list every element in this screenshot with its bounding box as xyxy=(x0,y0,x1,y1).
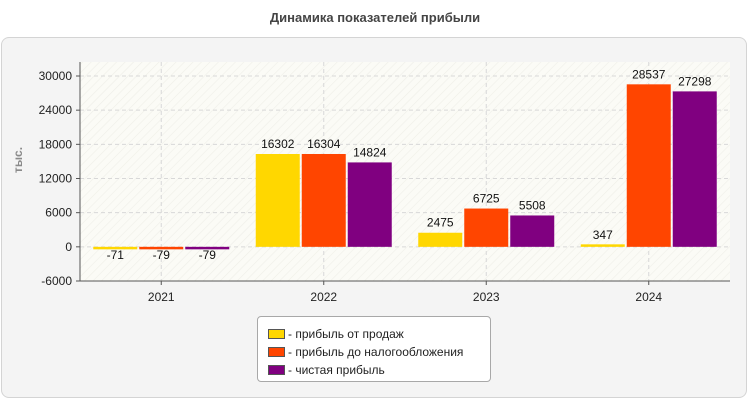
y-axis-label: тыс. xyxy=(11,147,25,173)
data-label: 6725 xyxy=(473,192,500,206)
y-tick-label: 30000 xyxy=(39,69,73,83)
data-label: -79 xyxy=(199,248,217,262)
legend-item-pretax-profit[interactable]: - прибыль до налогообложения xyxy=(268,343,490,361)
bar xyxy=(626,84,671,247)
data-label: 16304 xyxy=(307,137,341,151)
bar xyxy=(185,246,230,250)
bar xyxy=(580,244,625,247)
data-label: 14824 xyxy=(353,145,387,159)
x-tick-label: 2022 xyxy=(310,290,337,304)
data-label: 16302 xyxy=(261,137,295,151)
data-label: 347 xyxy=(593,228,613,242)
y-tick-label: -6000 xyxy=(41,274,72,288)
bar xyxy=(672,91,717,247)
y-tick-label: 18000 xyxy=(39,137,73,151)
bar xyxy=(510,215,555,247)
bar xyxy=(464,208,509,247)
y-tick-label: 24000 xyxy=(39,103,73,117)
legend-swatch xyxy=(268,329,285,339)
legend-item-sales-profit[interactable]: - прибыль от продаж xyxy=(268,325,490,343)
chart-title: Динамика показателей прибыли xyxy=(269,10,481,25)
y-tick-label: 0 xyxy=(65,240,72,254)
legend-item-net-profit[interactable]: - чистая прибыль xyxy=(268,361,490,379)
legend-label: - прибыль от продаж xyxy=(288,327,404,341)
data-label: 2475 xyxy=(427,216,454,230)
legend-label: - чистая прибыль xyxy=(288,363,385,377)
bar xyxy=(139,246,184,250)
y-tick-label: 6000 xyxy=(45,206,72,220)
data-label: -71 xyxy=(107,248,125,262)
legend-swatch xyxy=(268,365,285,375)
bar xyxy=(347,162,392,247)
data-label: -79 xyxy=(153,248,171,262)
bar xyxy=(255,154,300,247)
x-tick-label: 2021 xyxy=(148,290,175,304)
bar xyxy=(301,153,346,247)
data-label: 28537 xyxy=(632,67,666,81)
y-tick-label: 12000 xyxy=(39,172,73,186)
labels: -6000 0 6000 12000 18000 24000 30000 2021 -71 -79… xyxy=(39,67,712,304)
bar xyxy=(93,246,138,250)
legend-label: - прибыль до налогообложения xyxy=(288,345,464,359)
bars xyxy=(93,84,717,250)
bar xyxy=(418,232,463,247)
x-tick-label: 2023 xyxy=(473,290,500,304)
chart-legend: - прибыль от продаж - прибыль до налогоо… xyxy=(257,316,491,382)
axes xyxy=(76,62,730,285)
legend-swatch xyxy=(268,347,285,357)
data-label: 27298 xyxy=(678,74,712,88)
x-tick-label: 2024 xyxy=(635,290,662,304)
data-label: 5508 xyxy=(519,198,546,212)
